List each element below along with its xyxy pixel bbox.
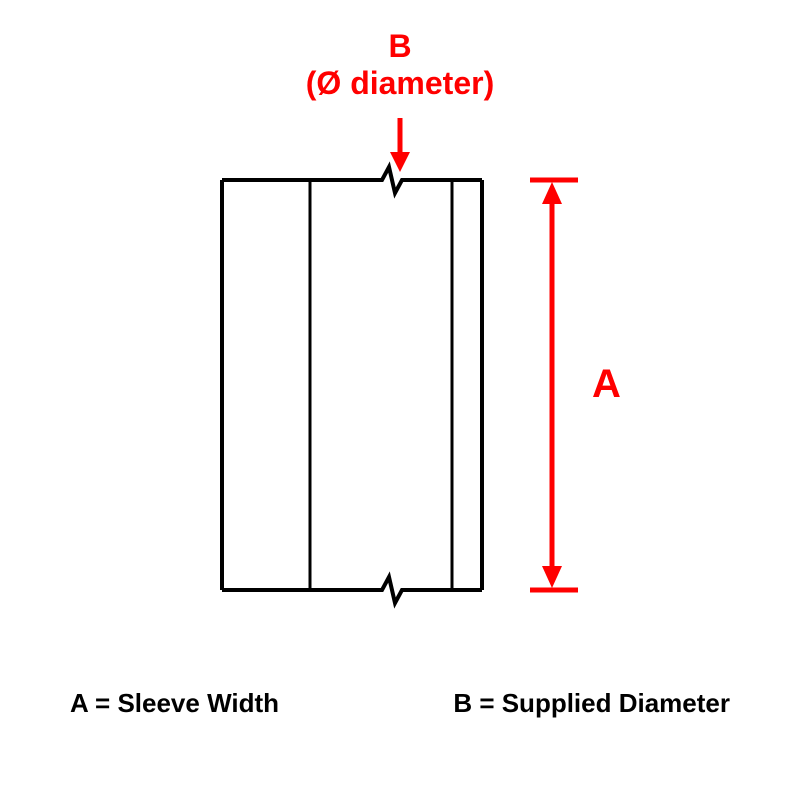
label-a: A (592, 362, 621, 407)
legend: A = Sleeve Width B = Supplied Diameter (70, 688, 730, 719)
diagram-svg (0, 0, 800, 800)
legend-a: A = Sleeve Width (70, 688, 279, 719)
label-b-line1: B (0, 28, 800, 65)
label-b: B (Ø diameter) (0, 28, 800, 102)
diagram-container: { "labels": { "b_line1": "B", "b_line2":… (0, 0, 800, 800)
label-b-line2: (Ø diameter) (0, 65, 800, 102)
legend-b: B = Supplied Diameter (453, 688, 730, 719)
